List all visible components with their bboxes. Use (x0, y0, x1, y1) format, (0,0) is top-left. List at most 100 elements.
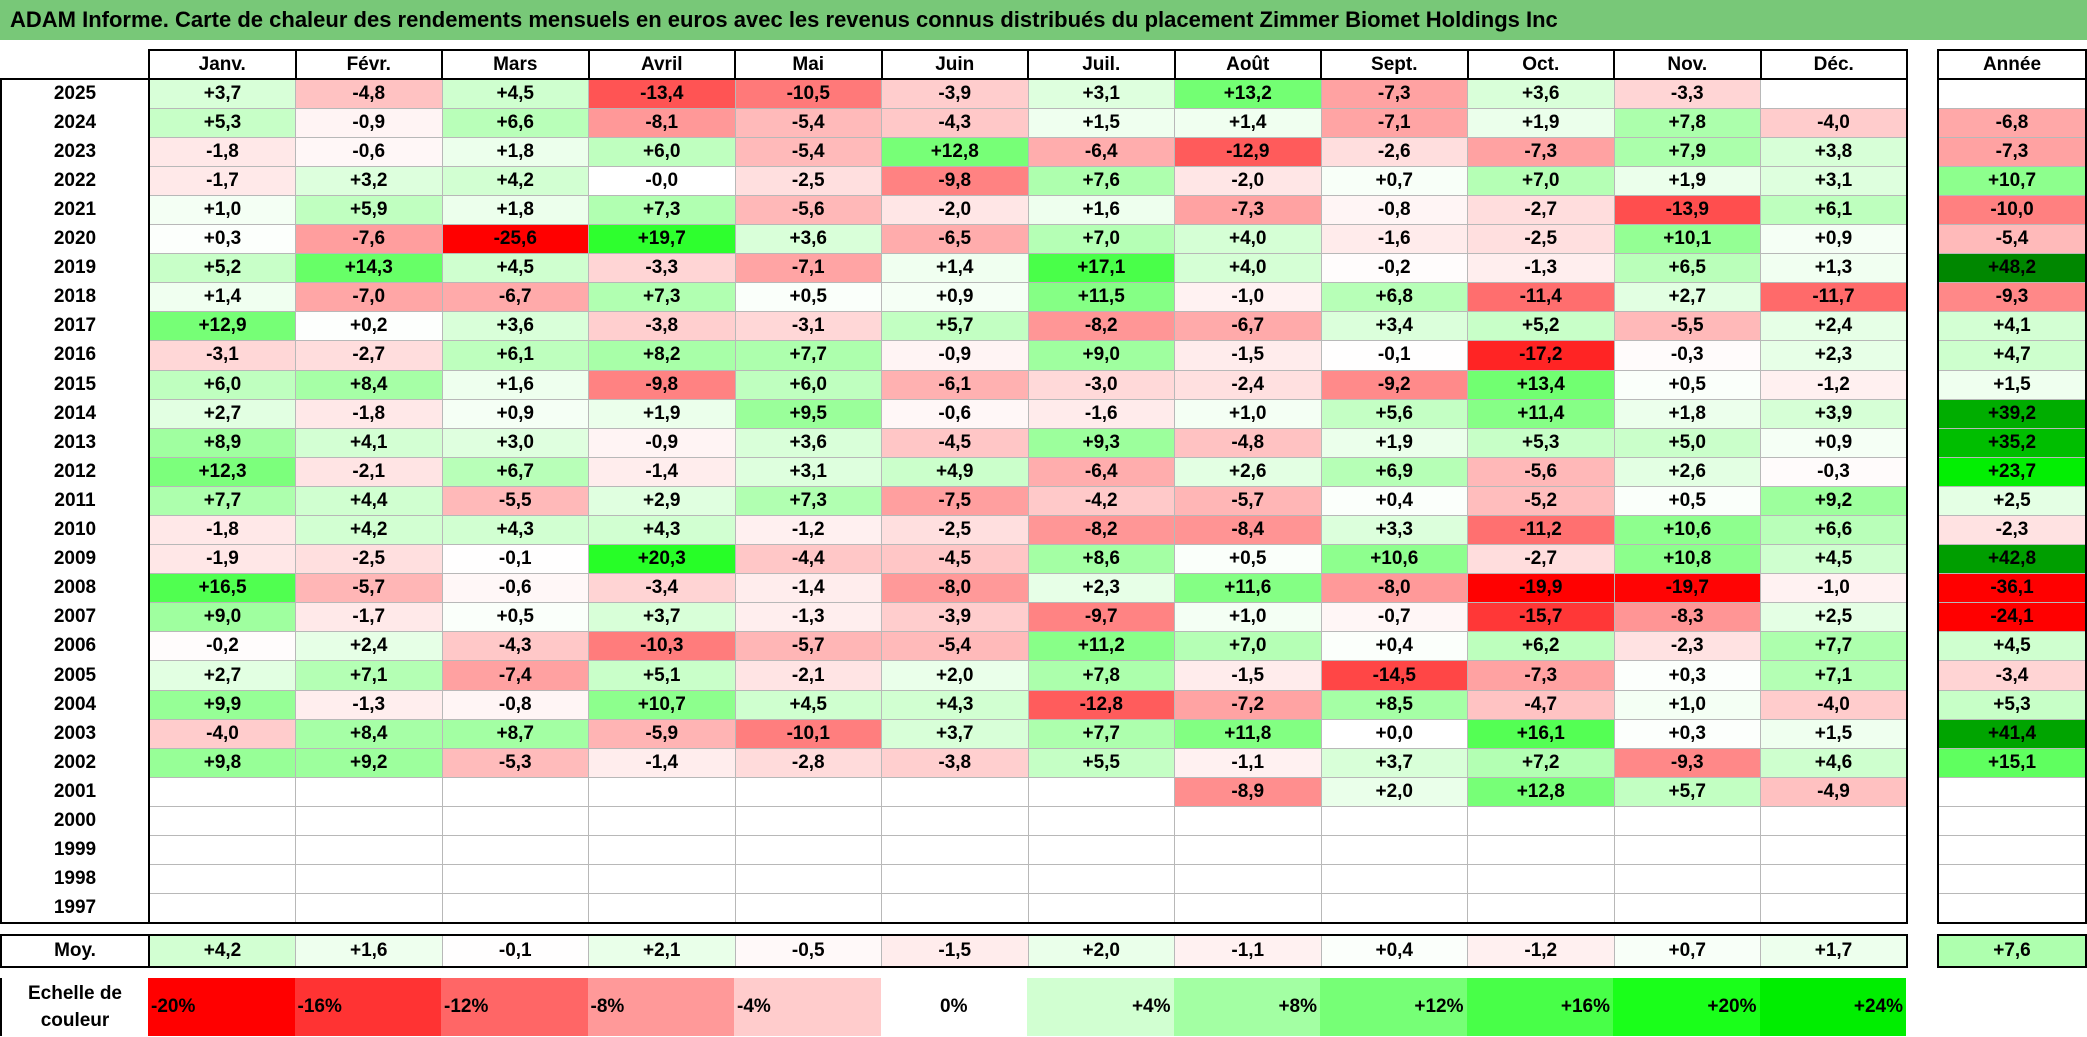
heatmap-cell: -4,0 (1760, 107, 1908, 138)
heatmap-cell: -1,0 (1760, 573, 1908, 604)
heatmap-cell: -11,2 (1467, 514, 1615, 546)
row-year-label: 1999 (0, 835, 150, 865)
row-year-label: 2011 (0, 486, 150, 516)
average-cell: +2,1 (588, 934, 736, 968)
heatmap-cell: +7,3 (588, 194, 736, 226)
heatmap-cell: -1,3 (734, 602, 882, 633)
heatmap-cell (1320, 893, 1468, 924)
heatmap-cell: +1,6 (441, 369, 589, 400)
row-year-label: 2018 (0, 282, 150, 312)
heatmap-cell: -1,2 (1760, 369, 1908, 400)
heatmap-cell: +11,8 (1174, 718, 1322, 749)
year-row: 2001 -8,9 +2,0 +12,8 +5,7 -4,9 (0, 776, 1908, 807)
row-year-label: 2001 (0, 777, 150, 807)
heatmap-cell: +3,7 (588, 602, 736, 633)
scale-swatch: +20% (1613, 978, 1760, 1036)
heatmap-cell: -7,4 (441, 660, 589, 691)
heatmap-cell: +7,7 (1027, 718, 1175, 749)
heatmap-cell: +7,1 (1760, 660, 1908, 691)
heatmap-cell: +8,7 (441, 718, 589, 749)
heatmap-cell: -0,9 (295, 107, 443, 138)
row-year-label: 2004 (0, 690, 150, 720)
heatmap-cell: -7,3 (1320, 78, 1468, 109)
heatmap-cell: -1,2 (734, 514, 882, 546)
annual-cell: +15,1 (1937, 747, 2087, 778)
heatmap-cell: -0,6 (295, 136, 443, 167)
heatmap-cell: +5,7 (1613, 776, 1761, 807)
heatmap-cell: -1,1 (1174, 747, 1322, 778)
row-year-label: 2021 (0, 195, 150, 225)
heatmap-cell (881, 893, 1029, 924)
heatmap-cell: -4,7 (1467, 689, 1615, 720)
heatmap-cell: +4,2 (441, 165, 589, 196)
heatmap-cell: +12,3 (148, 456, 296, 487)
scale-swatch: 0% (880, 978, 1027, 1036)
heatmap-cell: +13,2 (1174, 78, 1322, 109)
row-year-label: 2005 (0, 660, 150, 691)
heatmap-cell: -0,8 (1320, 194, 1468, 226)
heatmap-cell: +17,1 (1027, 253, 1175, 284)
heatmap-cell: +4,4 (295, 485, 443, 517)
heatmap-cell (1467, 893, 1615, 924)
heatmap-cell: +7,7 (1760, 631, 1908, 662)
heatmap-cell (148, 805, 296, 837)
heatmap-cell: +3,7 (1320, 747, 1468, 778)
heatmap-cell: +6,6 (1760, 514, 1908, 546)
average-cell: +4,2 (148, 934, 296, 968)
heatmap-cell: +5,9 (295, 194, 443, 226)
heatmap-cell: +4,5 (441, 253, 589, 284)
row-year-label: 2009 (0, 544, 150, 574)
annual-cell: -5,4 (1937, 224, 2087, 255)
heatmap-cell: +0,5 (734, 282, 882, 313)
heatmap-cell (734, 776, 882, 807)
average-label: Moy. (0, 934, 150, 968)
scale-swatch: -8% (587, 978, 734, 1036)
annual-cell: +10,7 (1937, 165, 2087, 196)
heatmap-cell: +1,4 (148, 282, 296, 313)
heatmap-cell: -5,4 (734, 136, 882, 167)
heatmap-cell: +5,5 (1027, 747, 1175, 778)
heatmap-cell (1467, 805, 1615, 837)
heatmap-cell (588, 776, 736, 807)
heatmap-cell: -5,5 (441, 485, 589, 517)
heatmap-cell: +5,1 (588, 660, 736, 691)
row-year-label: 2017 (0, 311, 150, 341)
heatmap-cell: +1,5 (1760, 718, 1908, 749)
heatmap-cell (1027, 864, 1175, 895)
heatmap-cell: +4,0 (1174, 224, 1322, 255)
annual-cell (1937, 893, 2087, 924)
year-row: 2015 +6,0 +8,4 +1,6 -9,8 +6,0 -6,1 -3,0 -2,4 -9,2… (0, 369, 1908, 400)
annual-cell (1937, 835, 2087, 866)
heatmap-cell: -2,4 (1174, 369, 1322, 400)
heatmap-cell: +3,1 (1760, 165, 1908, 196)
year-row: 2009 -1,9 -2,5 -0,1 +20,3 -4,4 -4,5 +8,6 +0,5 +10… (0, 544, 1908, 575)
average-cell: +0,4 (1320, 934, 1468, 968)
heatmap-cell: +3,6 (1467, 78, 1615, 109)
heatmap-cell: +7,2 (1467, 747, 1615, 778)
heatmap-cell: -4,5 (881, 544, 1029, 575)
annual-cell: -6,8 (1937, 107, 2087, 138)
heatmap-cell: +5,2 (1467, 311, 1615, 342)
heatmap-cell: -7,1 (1320, 107, 1468, 138)
year-row: 2007 +9,0 -1,7 +0,5 +3,7 -1,3 -3,9 -9,7 +1,0 -0,7… (0, 602, 1908, 633)
row-year-label: 2000 (0, 806, 150, 836)
heatmap-cell: -1,8 (148, 136, 296, 167)
heatmap-cell: -3,0 (1027, 369, 1175, 400)
heatmap-cell (1320, 835, 1468, 866)
heatmap-cell: +6,9 (1320, 456, 1468, 487)
heatmap-cell: +8,4 (295, 369, 443, 400)
heatmap-cell: -1,0 (1174, 282, 1322, 313)
heatmap-cell (1027, 805, 1175, 837)
heatmap-cell: -2,5 (1467, 224, 1615, 255)
heatmap-cell: -4,3 (441, 631, 589, 662)
month-header: Mars (441, 48, 590, 81)
year-row: 2000 (0, 805, 1908, 837)
heatmap-cell: -17,2 (1467, 340, 1615, 371)
heatmap-cell (1027, 835, 1175, 866)
heatmap-cell: +4,2 (295, 514, 443, 546)
heatmap-cell: -2,7 (1467, 194, 1615, 226)
scale-swatch: +12% (1320, 978, 1467, 1036)
year-row: 2024 +5,3 -0,9 +6,6 -8,1 -5,4 -4,3 +1,5 +1,4 -7,1… (0, 107, 1908, 138)
row-year-label: 2019 (0, 253, 150, 283)
heatmap-cell: +2,0 (881, 660, 1029, 691)
